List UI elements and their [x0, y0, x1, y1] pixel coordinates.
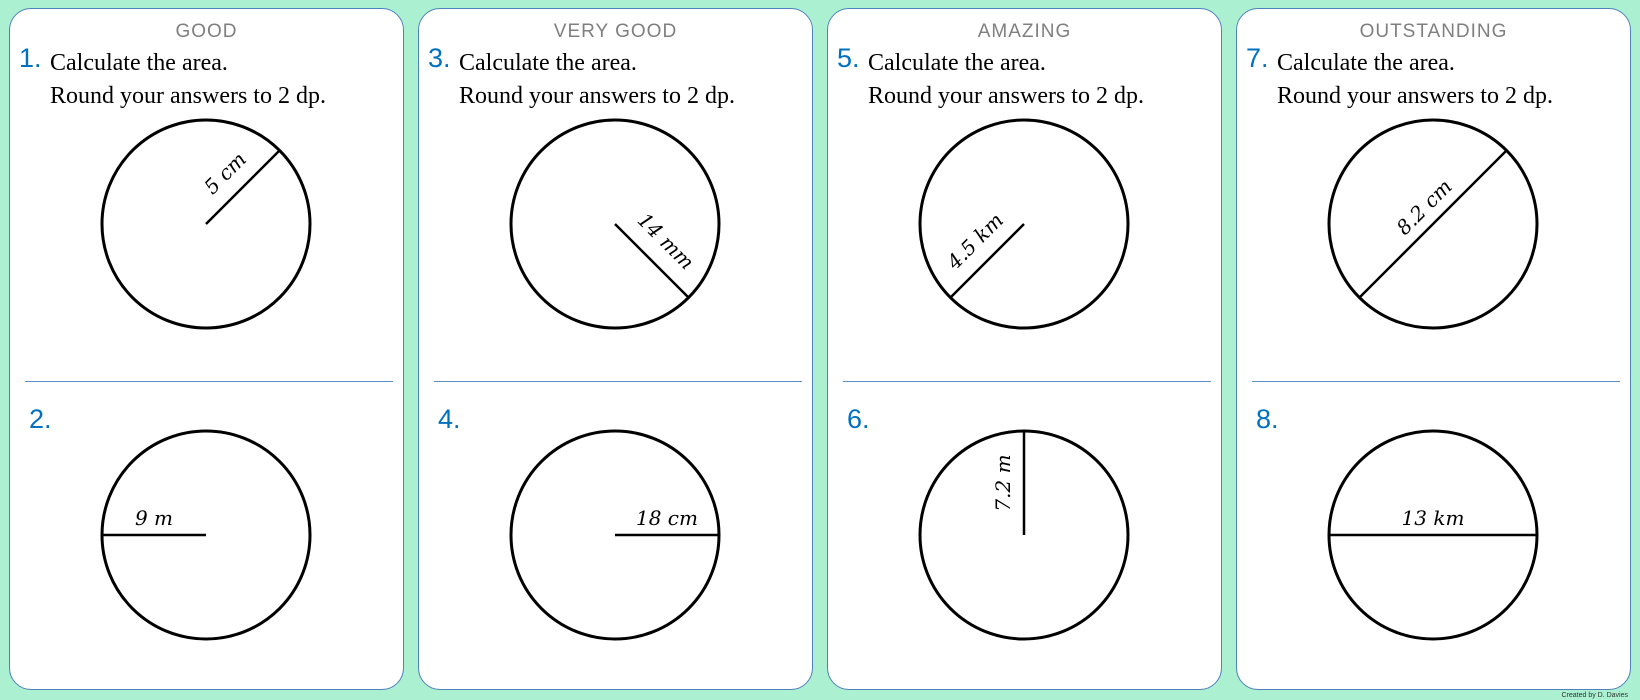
measurement-label: 13 km: [1402, 506, 1465, 530]
measurement-label: 8.2 cm: [1391, 174, 1456, 239]
circle-diagrams: 4.5 km 7.2 m: [918, 118, 1130, 641]
instruction-line: Calculate the area.: [868, 50, 1046, 76]
question-number: 4.: [438, 404, 461, 434]
radius-line: [205, 149, 281, 225]
instruction-line: Round your answers to 2 dp.: [459, 83, 735, 109]
card-good: GOOD 1. Calculate the area. Round your a…: [9, 8, 404, 690]
circle-diagrams: 5 cm 9 m: [100, 118, 312, 641]
divider: [1252, 381, 1620, 382]
circle: [509, 118, 721, 330]
question-number: 2.: [29, 404, 52, 434]
difficulty-level: VERY GOOD: [553, 21, 678, 42]
instruction-line: Round your answers to 2 dp.: [868, 83, 1144, 109]
difficulty-level: OUTSTANDING: [1359, 21, 1508, 42]
instruction-line: Calculate the area.: [50, 50, 228, 76]
measurement-label: 14 mm: [633, 208, 699, 274]
card-amazing: AMAZING 5. Calculate the area. Round you…: [827, 8, 1222, 690]
circle: [1327, 118, 1539, 330]
question-number: 3.: [428, 43, 451, 73]
question-instructions: Calculate the area. Round your answers t…: [459, 47, 735, 113]
circle: [100, 118, 312, 330]
radius-line: [614, 223, 690, 299]
measurement-label: 4.5 km: [941, 208, 1008, 275]
credit-text: Created by D. Davies: [1561, 692, 1628, 699]
question-number: 8.: [1256, 404, 1279, 434]
question-number: 7.: [1246, 43, 1269, 73]
diameter-line: [1358, 149, 1508, 299]
card-very-good: VERY GOOD 3. Calculate the area. Round y…: [418, 8, 813, 690]
question-number: 1.: [19, 43, 42, 73]
measurement-label: 9 m: [135, 506, 173, 530]
instruction-line: Round your answers to 2 dp.: [1277, 83, 1553, 109]
card-outstanding: OUTSTANDING 7. Calculate the area. Round…: [1236, 8, 1631, 690]
divider: [434, 381, 802, 382]
instruction-line: Calculate the area.: [1277, 50, 1455, 76]
measurement-label: 7.2 m: [991, 454, 1015, 511]
instruction-line: Round your answers to 2 dp.: [50, 83, 326, 109]
radius-line: [949, 223, 1025, 299]
measurement-label: 5 cm: [199, 147, 251, 199]
question-number: 5.: [837, 43, 860, 73]
circle-diagrams: 14 mm 18 cm: [509, 118, 721, 641]
difficulty-level: GOOD: [175, 21, 238, 42]
circle: [918, 118, 1130, 330]
divider: [843, 381, 1211, 382]
question-number: 6.: [847, 404, 870, 434]
circle-diagrams: 8.2 cm 13 km: [1327, 118, 1539, 641]
question-instructions: Calculate the area. Round your answers t…: [868, 47, 1144, 113]
measurement-label: 18 cm: [636, 506, 698, 530]
question-instructions: Calculate the area. Round your answers t…: [50, 47, 326, 113]
question-instructions: Calculate the area. Round your answers t…: [1277, 47, 1553, 113]
difficulty-level: AMAZING: [977, 21, 1072, 42]
divider: [25, 381, 393, 382]
instruction-line: Calculate the area.: [459, 50, 637, 76]
